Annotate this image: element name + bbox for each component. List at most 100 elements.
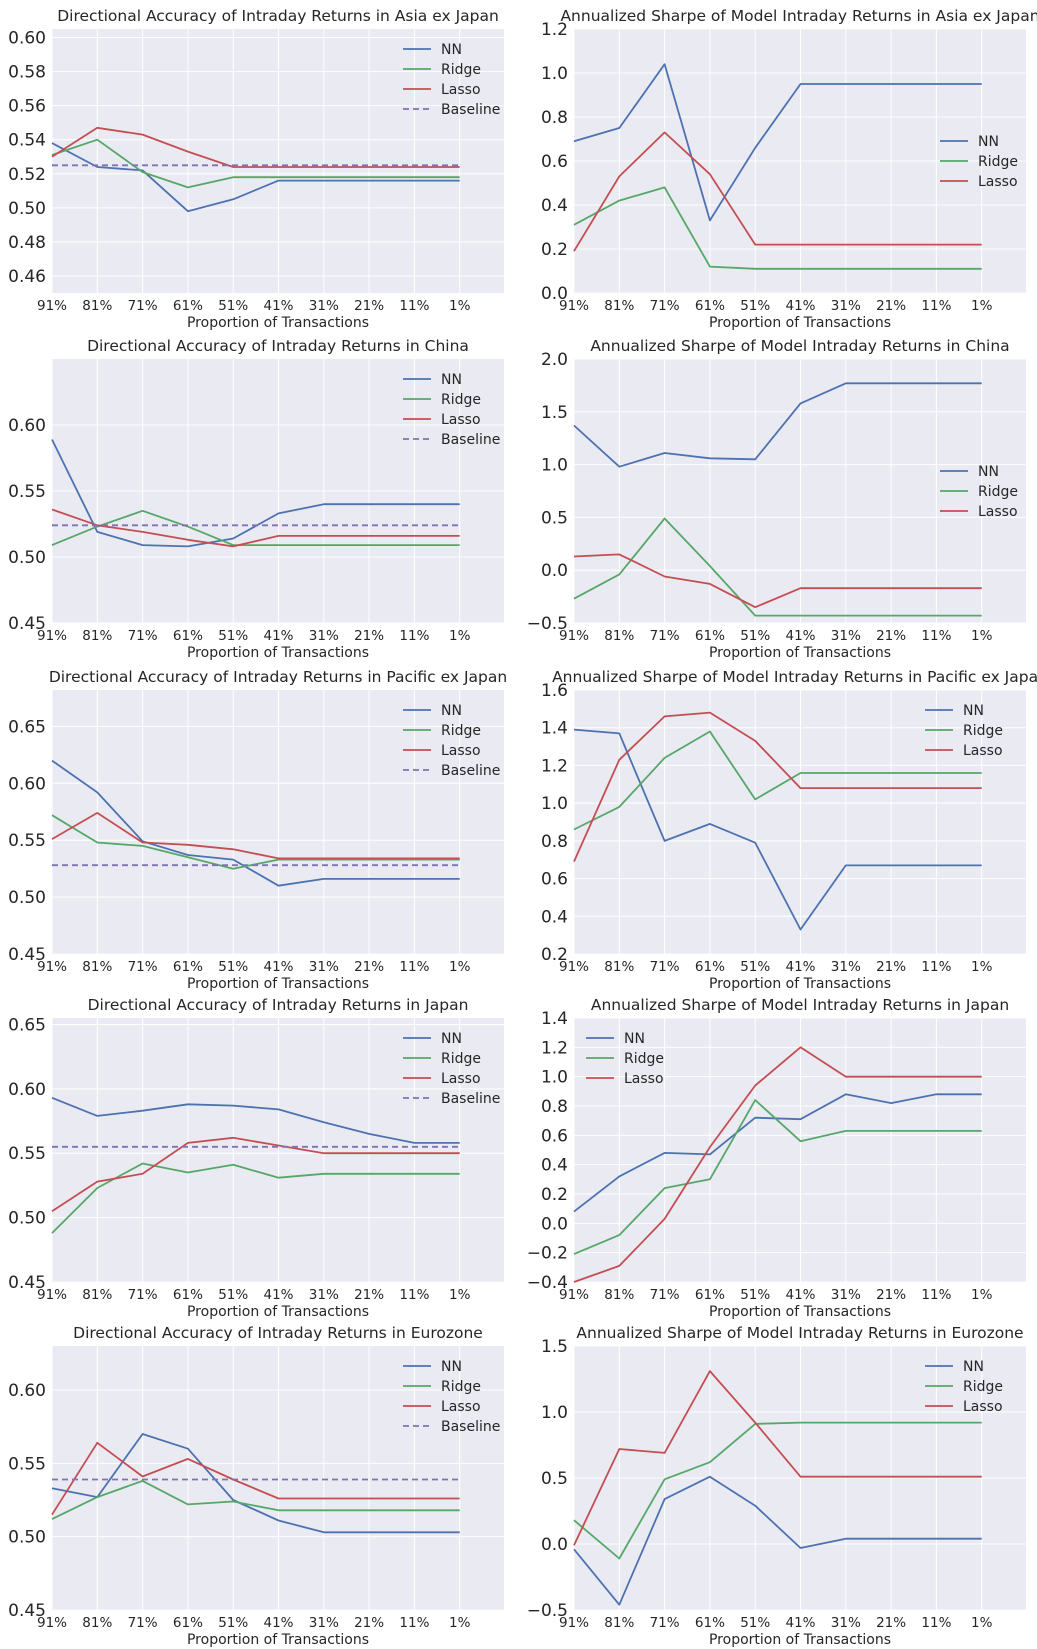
x-tick-label: 81% [604,298,634,314]
legend-label-nn: NN [441,1359,462,1375]
legend-label-baseline: Baseline [441,763,500,779]
legend-label-baseline: Baseline [441,432,500,448]
x-tick-label: 61% [695,298,725,314]
x-tick-label: 21% [354,628,384,644]
y-tick-label: 1.2 [541,756,568,776]
x-tick-label: 1% [449,959,471,975]
legend: NN Ridge Lasso Baseline [403,1031,500,1107]
series-line-nn [573,382,982,468]
legend-label-lasso: Lasso [963,743,1003,759]
y-tick-label: 1.0 [541,64,568,84]
x-tick-label: 81% [604,1615,634,1631]
x-tick-label: 81% [82,959,112,975]
chart-panel-2: 91% 81% 71% 61% 51% 41% 31% 21% 11% 1% 0.0 0.2 0.4 0.… [541,7,1037,331]
legend-label-nn: NN [441,1031,462,1047]
x-tick-label: 1% [971,628,993,644]
series-line-nn [51,1433,460,1534]
x-tick-label: 61% [173,628,203,644]
y-tick-label: 1.4 [541,719,568,739]
legend-label-baseline: Baseline [441,102,500,118]
x-tick-label: 1% [971,959,993,975]
x-tick-label: 91% [559,1287,589,1303]
y-tick-label: 0.60 [8,29,46,49]
chart-panel-10: 91% 81% 71% 61% 51% 41% 31% 21% 11% 1% −0.5 0.0 0.5 1… [527,1324,1026,1648]
x-tick-label: 51% [740,1287,770,1303]
x-tick-label: 71% [128,628,158,644]
x-tick-label: 1% [449,1615,471,1631]
x-axis-label: Proportion of Transactions [709,1304,891,1320]
x-tick-label: 11% [921,1287,951,1303]
legend-label-lasso: Lasso [441,412,481,428]
legend-label-lasso: Lasso [978,174,1018,190]
x-tick-label: 71% [128,959,158,975]
series-line-lasso [573,553,982,609]
y-tick-label: 0.8 [541,108,568,128]
x-tick-label: 61% [695,1615,725,1631]
x-tick-label: 31% [831,959,861,975]
x-tick-label: 51% [740,298,770,314]
y-tick-label: 0.55 [8,1144,46,1164]
legend: NN Ridge Lasso [940,134,1018,190]
legend-label-ridge: Ridge [978,484,1018,500]
x-tick-label: 31% [831,628,861,644]
series-line-lasso [51,1441,460,1516]
legend-label-nn: NN [978,134,999,150]
x-tick-label: 21% [354,1287,384,1303]
y-tick-label: 0.46 [8,267,46,287]
y-tick-label: 0.50 [8,548,46,568]
y-tick-label: 1.4 [541,1009,568,1029]
x-tick-label: 71% [650,1615,680,1631]
legend-label-lasso: Lasso [978,504,1018,520]
x-tick-label: 1% [449,298,471,314]
y-tick-label: 0.2 [541,1185,568,1205]
y-tick-label: 0.45 [8,945,46,965]
series-line-lasso [573,1046,982,1283]
x-tick-label: 31% [831,298,861,314]
x-tick-label: 81% [82,1615,112,1631]
legend: NN Ridge Lasso Baseline [403,1359,500,1435]
x-tick-label: 71% [650,959,680,975]
y-tick-label: 1.6 [541,681,568,701]
x-tick-label: 31% [831,1287,861,1303]
y-tick-label: 0.8 [541,1097,568,1117]
series-line-ridge [573,730,982,831]
x-tick-label: 21% [876,1615,906,1631]
series-line-lasso [573,1370,982,1546]
y-tick-label: 1.0 [541,794,568,814]
x-tick-label: 71% [128,1615,158,1631]
series-line-ridge [51,1162,460,1234]
series-line-nn [51,759,460,887]
y-tick-label: −0.5 [527,1601,568,1621]
chart-title: Annualized Sharpe of Model Intraday Retu… [591,996,1009,1014]
y-tick-label: 0.50 [8,1528,46,1548]
x-tick-label: 91% [559,298,589,314]
x-tick-label: 41% [263,959,293,975]
x-axis-label: Proportion of Transactions [187,1632,369,1648]
x-tick-label: 51% [740,628,770,644]
y-tick-label: 0.4 [541,1156,568,1176]
x-tick-label: 21% [876,1287,906,1303]
series-line-ridge [573,1099,982,1255]
series-line-ridge [573,1421,982,1560]
y-tick-label: 0.58 [8,63,46,83]
x-tick-label: 11% [399,959,429,975]
y-tick-label: 0.65 [8,717,46,737]
legend-label-nn: NN [963,703,984,719]
legend-label-lasso: Lasso [441,743,481,759]
x-tick-label: 21% [354,298,384,314]
y-tick-label: 0.0 [541,1214,568,1234]
y-tick-label: 0.54 [8,131,46,151]
legend-label-ridge: Ridge [441,1051,481,1067]
chart-panel-7: 91% 81% 71% 61% 51% 41% 31% 21% 11% 1% 0.45 0.50 0.5… [8,996,504,1320]
x-axis-label: Proportion of Transactions [709,976,891,992]
chart-title: Annualized Sharpe of Model Intraday Retu… [552,668,1037,686]
y-tick-label: 0.55 [8,831,46,851]
y-tick-label: 0.6 [541,152,568,172]
x-tick-label: 51% [218,1615,248,1631]
x-tick-label: 71% [128,298,158,314]
y-tick-label: 0.60 [8,1381,46,1401]
y-tick-label: 0.2 [541,945,568,965]
chart-panel-4: 91% 81% 71% 61% 51% 41% 31% 21% 11% 1% −0.5 0.0 0.5 1… [527,337,1026,661]
y-tick-label: 0.5 [541,1469,568,1489]
x-axis-label: Proportion of Transactions [709,1632,891,1648]
